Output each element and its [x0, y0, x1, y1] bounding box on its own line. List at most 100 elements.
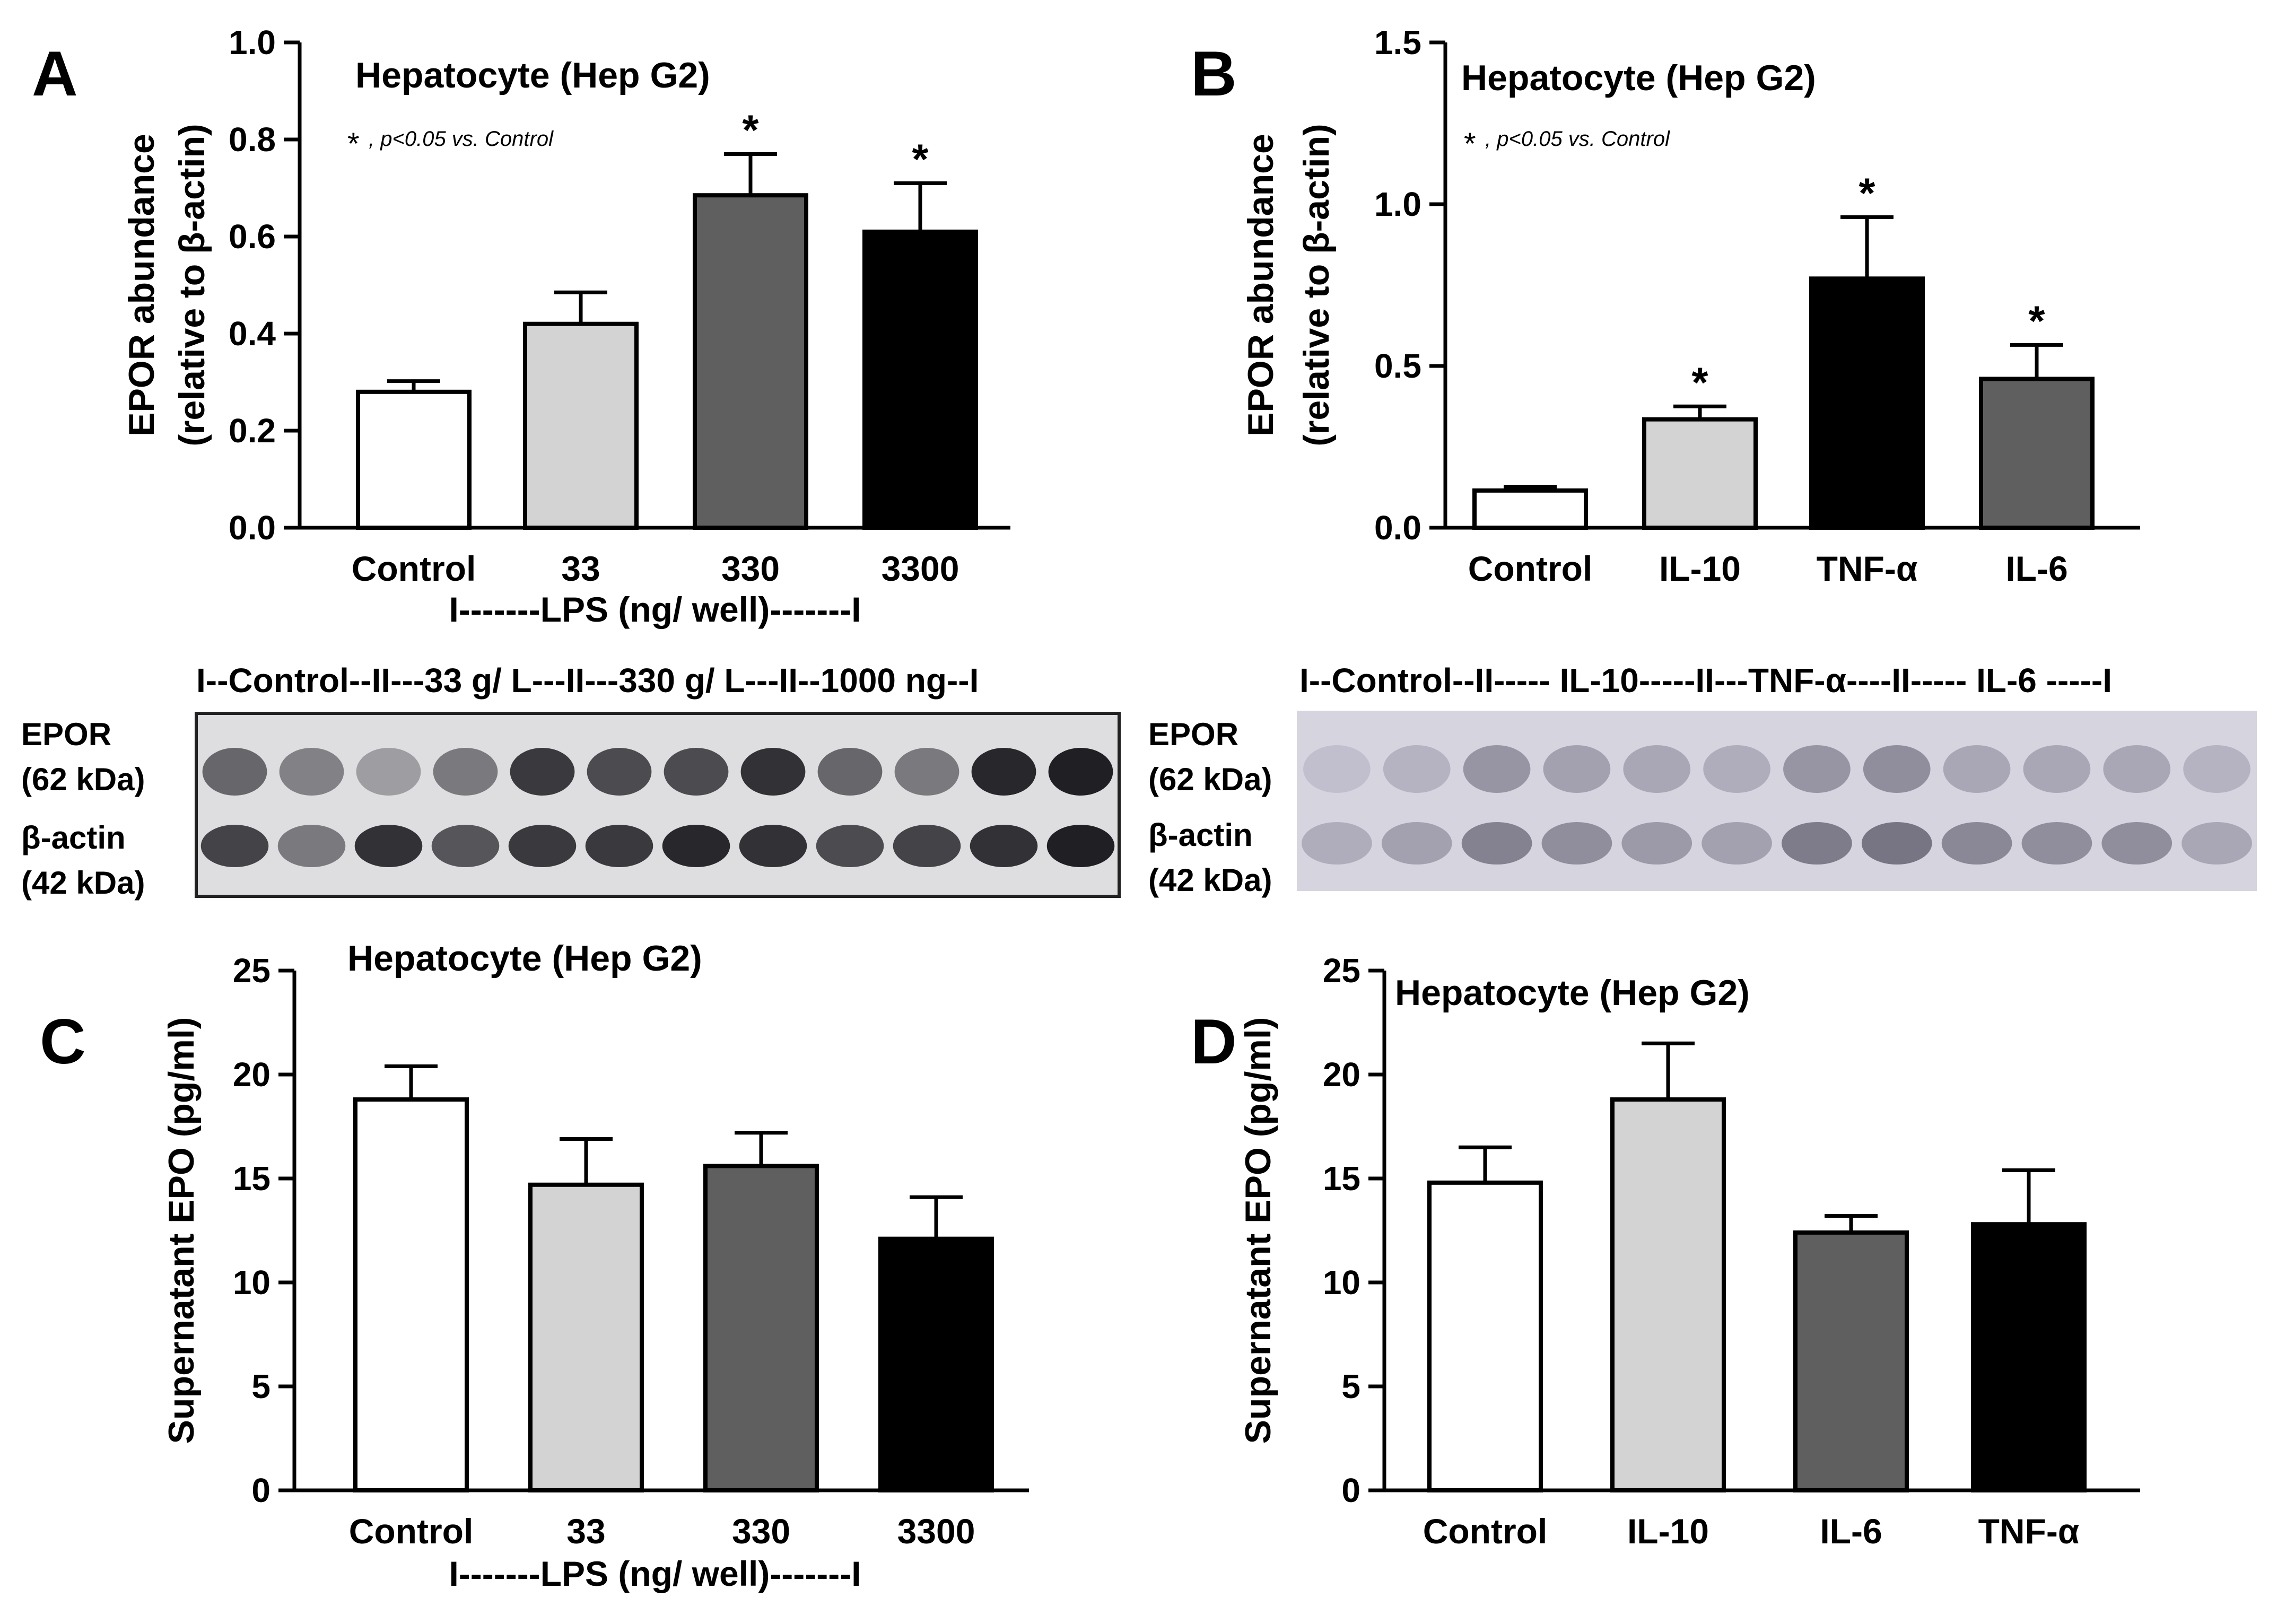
y-tick-label: 20	[1323, 1055, 1360, 1094]
chart-panel-b: 0.0 0.5 1.0 1.5 EPOR abundance (relative to β…	[1241, 23, 2140, 588]
bar-2	[528, 1182, 644, 1492]
epor-band	[740, 748, 806, 796]
actin-band	[277, 825, 346, 867]
blot-membrane	[195, 712, 1121, 898]
bar-1	[1427, 1180, 1543, 1493]
epor-band	[971, 748, 1036, 796]
epor-band	[1703, 745, 1770, 793]
x-tick-label: 3300	[897, 1512, 975, 1551]
x-tick-label: IL-10	[1659, 549, 1741, 588]
actin-band	[1702, 822, 1772, 865]
y-tick-label: 0.8	[229, 120, 276, 159]
epor-band	[1383, 745, 1451, 793]
x-tick-label: TNF-α	[1978, 1512, 2080, 1551]
y-tick-label: 0.2	[229, 412, 276, 450]
y-tick-label: 0.4	[229, 315, 276, 353]
epor-band	[664, 748, 729, 796]
actin-band	[2182, 822, 2252, 865]
y-tick-label: 0	[1341, 1471, 1360, 1509]
x-tick-label: Control	[1423, 1512, 1548, 1551]
y-tick-label: 25	[233, 951, 271, 990]
epor-label: EPOR	[21, 717, 111, 752]
y-tick-label: 0	[251, 1471, 271, 1509]
actin-band	[431, 825, 500, 867]
bar-3	[703, 1164, 819, 1492]
panel-letter-b: B	[1191, 38, 1237, 109]
y-tick-label: 15	[233, 1159, 271, 1198]
actin-label: β-actin	[1148, 817, 1253, 853]
actin-band	[354, 825, 423, 867]
actin-band	[1941, 822, 2012, 865]
x-tick-label: 33	[561, 549, 600, 588]
epor-band	[356, 748, 421, 796]
significance-legend-text: , p<0.05 vs. Control	[369, 127, 554, 151]
x-tick-label: 330	[732, 1512, 790, 1551]
y-tick-label: 0.5	[1374, 347, 1421, 385]
y-tick-label: 5	[251, 1367, 271, 1405]
epor-label: EPOR	[1148, 717, 1238, 752]
y-axis-label: EPOR abundance	[121, 134, 162, 436]
bar-3	[1809, 276, 1925, 530]
y-axis-label: (relative to β-actin)	[1296, 124, 1337, 446]
actin-label: β-actin	[21, 820, 126, 855]
actin-band	[816, 825, 884, 867]
actin-band	[1046, 825, 1115, 867]
x-tick-label: IL-6	[2005, 549, 2067, 588]
actin-band	[739, 825, 807, 867]
x-tick-label: IL-6	[1820, 1512, 1882, 1551]
x-tick-label: IL-10	[1627, 1512, 1709, 1551]
actin-band	[2101, 822, 2172, 865]
actin-band	[200, 825, 269, 867]
actin-band	[662, 825, 730, 867]
bar-2	[1642, 417, 1758, 530]
epor-band	[1783, 745, 1851, 793]
x-tick-label: 3300	[882, 549, 959, 588]
chart-title: Hepatocyte (Hep G2)	[347, 938, 702, 979]
x-axis-label: I-------LPS (ng/ well)-------I	[449, 590, 861, 629]
y-tick-label: 15	[1323, 1159, 1360, 1198]
y-axis-label: (relative to β-actin)	[172, 124, 212, 446]
bar-4	[878, 1236, 994, 1492]
panel-letter-d: D	[1191, 1006, 1237, 1077]
bar-3	[1793, 1230, 1909, 1492]
epor-band	[2103, 745, 2171, 793]
y-tick-label: 10	[1323, 1263, 1360, 1302]
panel-letter-a: A	[32, 38, 78, 109]
bar-4	[1971, 1222, 2087, 1492]
epor-kda-label: (62 kDa)	[1148, 762, 1272, 797]
epor-band	[2183, 745, 2250, 793]
bar-1	[1472, 488, 1588, 530]
actin-band	[893, 825, 961, 867]
bar-4	[862, 229, 978, 530]
epor-band	[433, 748, 498, 796]
actin-band	[1541, 822, 1612, 865]
actin-band	[1782, 822, 1852, 865]
bar-1	[353, 1097, 469, 1493]
blot-lane-header: I--Control--II---33 g/ L---II---330 g/ L…	[196, 661, 979, 700]
actin-band	[1381, 822, 1452, 865]
y-tick-label: 0.0	[1374, 509, 1421, 547]
epor-band	[202, 748, 267, 796]
significance-star: *	[1859, 169, 1875, 216]
epor-kda-label: (62 kDa)	[21, 762, 145, 797]
y-tick-label: 0.0	[229, 509, 276, 547]
actin-band	[1461, 822, 1532, 865]
x-tick-label: 33	[566, 1512, 605, 1551]
significance-star: *	[912, 135, 929, 182]
y-tick-label: 5	[1341, 1367, 1360, 1405]
y-axis-label: Supernatant EPO (pg/ml)	[1238, 1017, 1278, 1444]
x-tick-label: Control	[1468, 549, 1593, 588]
blot-membrane	[1297, 711, 2257, 891]
significance-legend-mark: *	[347, 127, 360, 161]
epor-band	[279, 748, 344, 796]
x-tick-label: Control	[352, 549, 476, 588]
actin-band	[1621, 822, 1692, 865]
significance-star: *	[1691, 359, 1708, 406]
epor-band	[1863, 745, 1931, 793]
chart-panel-d: 0 5 10 15 20 25 Supernatant EPO (pg/ml) Hepatoc…	[1238, 951, 2140, 1551]
chart-title: Hepatocyte (Hep G2)	[1461, 58, 1816, 98]
bar-2	[523, 321, 639, 530]
epor-band	[894, 748, 959, 796]
y-tick-label: 20	[233, 1055, 271, 1094]
